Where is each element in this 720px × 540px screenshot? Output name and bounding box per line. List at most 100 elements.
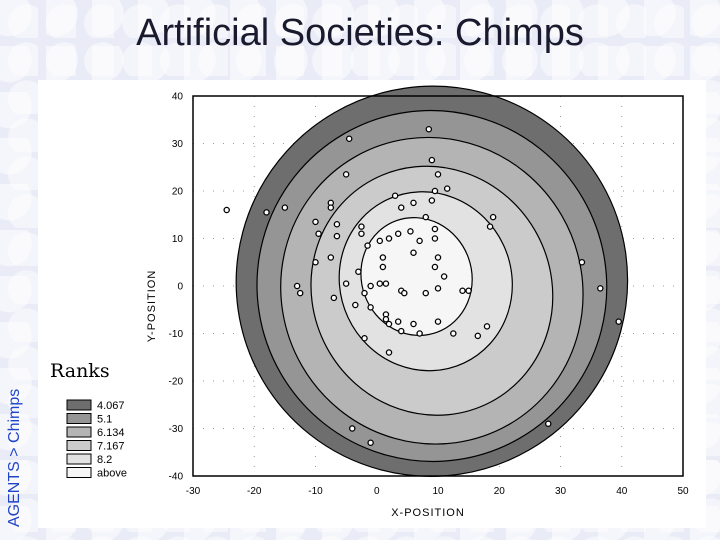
chimp-point — [345, 135, 353, 143]
chimp-point — [385, 235, 393, 242]
chimp-point — [431, 225, 439, 233]
chimp-point — [385, 349, 393, 356]
y-tick-label: 0 — [177, 282, 183, 293]
chimp-point — [425, 126, 433, 133]
legend-label: 5.1 — [97, 414, 112, 426]
x-axis-title: X-POSITION — [391, 507, 465, 519]
chimp-point — [474, 332, 482, 340]
legend-title: Ranks — [50, 360, 110, 382]
chimp-point — [431, 263, 439, 271]
x-tick-label: 40 — [616, 486, 628, 497]
chimp-point — [401, 289, 408, 297]
chart-panel: -30 -20 -10 0 10 20 30 40 50 40 30 20 10 0 -10 -20 -30 -4… — [38, 80, 706, 528]
legend-swatch — [66, 453, 92, 465]
chimp-point — [434, 254, 442, 261]
chimp-point — [367, 282, 374, 290]
x-tick-label: 0 — [374, 486, 380, 497]
chimp-point — [361, 334, 368, 342]
chimp-point — [615, 318, 622, 325]
x-tick-label: -20 — [247, 486, 262, 497]
chimp-point — [434, 171, 442, 178]
chimp-point — [330, 294, 338, 302]
y-tick-label: -20 — [169, 377, 184, 388]
chimp-point — [483, 323, 491, 330]
chimp-point — [416, 330, 423, 337]
chimp-point — [431, 187, 439, 195]
chimp-point — [440, 273, 448, 280]
chimp-point — [382, 280, 390, 287]
chimp-point — [355, 268, 362, 275]
chimp-point — [352, 301, 359, 309]
chimp-point — [416, 237, 423, 245]
y-tick-label: 40 — [172, 92, 184, 103]
chimp-point — [434, 318, 442, 325]
chimp-point — [443, 185, 451, 192]
y-tick-label: 10 — [172, 234, 184, 245]
chimp-point — [364, 242, 371, 249]
chimp-point — [333, 220, 341, 228]
chimp-point — [348, 425, 356, 432]
legend-label: above — [97, 468, 127, 480]
chimp-point — [382, 315, 390, 323]
x-tick-label: -30 — [186, 486, 201, 497]
chimp-point — [422, 213, 429, 221]
chimp-point — [410, 199, 417, 207]
chimp-point — [333, 232, 341, 240]
chimp-point — [465, 287, 472, 294]
chimp-point — [391, 192, 399, 200]
plot-frame — [192, 95, 684, 477]
chimp-point — [379, 254, 387, 261]
chimp-point — [397, 204, 405, 211]
contour-chart: -30 -20 -10 0 10 20 30 40 50403020100-10-20-30-4… — [50, 85, 689, 519]
legend-swatch — [66, 426, 92, 438]
slide-title: Artificial Societies: Chimps — [136, 12, 584, 54]
y-tick-label: -40 — [169, 472, 184, 483]
chimp-point — [263, 209, 270, 216]
x-tick-label: 50 — [677, 486, 689, 497]
chimp-point — [376, 237, 384, 245]
legend-label: 8.2 — [97, 454, 112, 466]
chimp-point — [578, 258, 586, 266]
chimp-point — [450, 330, 457, 337]
chimp-point — [342, 171, 350, 178]
chimp-point — [327, 204, 335, 211]
x-tick-label: 10 — [432, 486, 444, 497]
chimp-point — [486, 223, 494, 230]
chimp-point — [315, 230, 322, 237]
chimp-point — [281, 204, 289, 211]
chimp-point — [293, 282, 301, 290]
chimp-point — [410, 249, 417, 256]
chimp-point — [459, 287, 466, 294]
legend-swatch — [66, 399, 92, 411]
chimp-point — [397, 327, 405, 335]
legend-label: 7.167 — [97, 441, 125, 453]
chimp-point — [342, 280, 350, 287]
chimp-point — [428, 197, 436, 204]
chimp-point — [367, 304, 374, 311]
legend-swatch — [66, 467, 92, 478]
chimp-point — [312, 258, 319, 266]
chimp-point — [385, 320, 393, 328]
chimp-point — [422, 289, 429, 297]
x-tick-label: 20 — [494, 486, 506, 497]
x-tick-label: -10 — [308, 486, 323, 497]
chimp-point — [410, 320, 417, 328]
chimp-point — [358, 230, 365, 237]
section-breadcrumb: AGENTS > Chimps — [6, 388, 23, 527]
chimp-point — [394, 230, 402, 237]
chimp-point — [428, 156, 436, 164]
y-axis-title: Y-POSITION — [146, 270, 158, 343]
chimp-point — [407, 228, 414, 235]
chimp-point — [434, 285, 442, 292]
chimp-point — [367, 439, 374, 446]
legend-label: 6.134 — [97, 427, 125, 439]
chimp-point — [296, 289, 304, 297]
legend-swatch — [66, 413, 92, 424]
legend-label: 4.067 — [97, 400, 125, 412]
y-tick-label: 30 — [172, 139, 184, 150]
x-tick-label: 30 — [555, 486, 567, 497]
chimp-point — [544, 420, 552, 427]
chimp-point — [394, 318, 402, 325]
chimp-point — [379, 263, 387, 271]
chimp-point — [327, 254, 335, 261]
